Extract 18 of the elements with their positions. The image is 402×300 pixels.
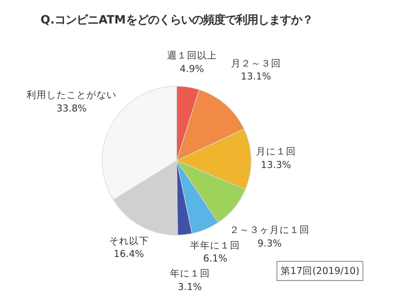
data-label: 13.3% [260,160,292,172]
slice-label: ２～３ヶ月に１回 [230,225,310,236]
data-label: 6.1% [203,254,228,265]
slice-label: 月２～３回 [230,58,281,70]
data-label: 4.9% [180,64,204,76]
slice-label: 利用したことがない [26,89,117,102]
data-label: 16.4% [114,249,144,260]
chart-title: Q.コンビニATMをどのくらいの頻度で利用しますか？ [40,12,313,27]
slice-label: 週１回以上 [166,50,217,62]
slice-label: 年に１回 [170,267,210,280]
slice-label: 月に１回 [256,146,296,158]
data-label: 3.1% [178,282,202,293]
data-label: 13.1% [240,72,272,83]
data-label: 9.3% [257,238,282,250]
data-label: 33.8% [56,104,87,115]
slice-label: それ以下 [108,234,149,247]
text: 第17回(2019/10) [280,264,360,277]
slice-label: 半年に１回 [190,239,240,252]
